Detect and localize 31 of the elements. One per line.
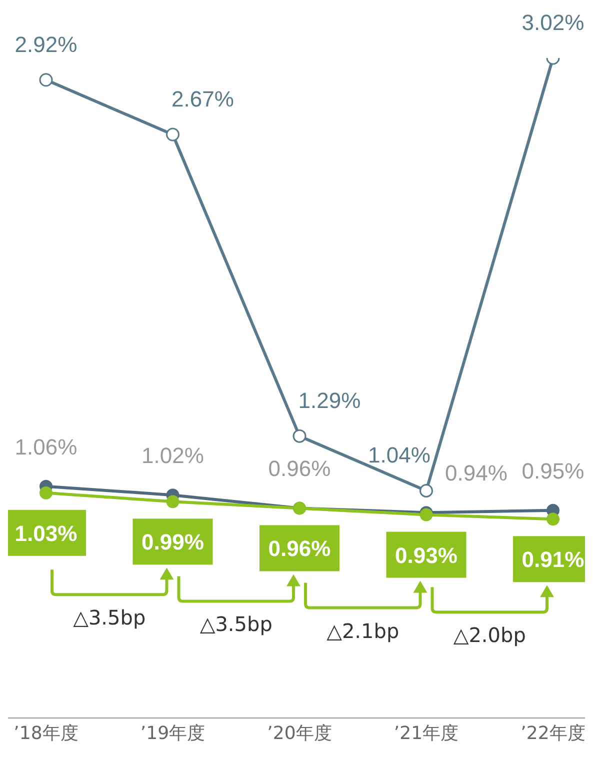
data-label: 0.93%: [395, 542, 458, 568]
point: [546, 512, 560, 526]
point: [40, 486, 52, 500]
data-label: 2.92%: [14, 32, 78, 57]
data-label: 1.06%: [14, 434, 78, 460]
data-label: 0.91%: [522, 547, 584, 572]
text: △2.0bp: [453, 623, 526, 648]
data-label: 0.96%: [268, 536, 331, 562]
data-label: 1.02%: [142, 443, 204, 468]
x-tick-label: ’20年度: [267, 722, 332, 744]
data-label: 0.95%: [522, 458, 584, 484]
text: △3.5bp: [200, 612, 272, 636]
x-tick-label: ’19年度: [140, 722, 206, 744]
data-label: 1.03%: [14, 520, 78, 546]
data-label: 2.67%: [172, 86, 234, 112]
x-tick-label: ’22年度: [520, 722, 586, 744]
data-label: 0.94%: [445, 460, 508, 486]
point: [166, 495, 180, 508]
point: [420, 484, 433, 498]
data-label: 3.02%: [522, 10, 584, 35]
x-tick-label: ’21年度: [394, 722, 459, 744]
data-label: 0.99%: [142, 530, 204, 555]
x-tick-label: ’18年度: [14, 722, 78, 744]
data-label: 1.04%: [368, 442, 430, 468]
point: [292, 429, 306, 443]
point: [39, 73, 53, 87]
point: [166, 128, 180, 142]
text: △3.5bp: [73, 606, 146, 630]
data-label: 0.96%: [268, 456, 331, 482]
data-label: 1.29%: [298, 388, 361, 414]
text: △2.1bp: [326, 618, 400, 643]
